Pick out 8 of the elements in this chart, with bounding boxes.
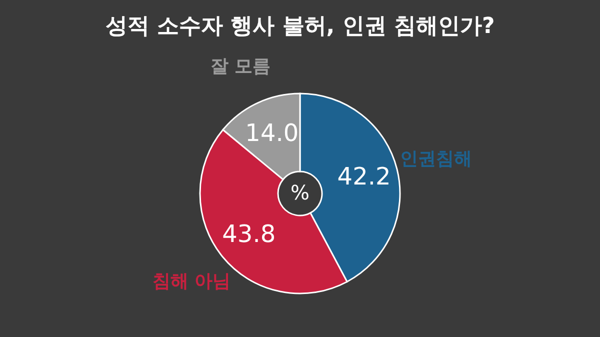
chart-title: 성적 소수자 행사 불허, 인권 침해인가? [105,14,495,39]
data-label: 43.8 [222,220,276,248]
slice-label: 잘 모름 [210,56,271,77]
text: % [290,180,310,204]
slice-label: 침해 아님 [152,271,231,292]
slice-label: 인권침해 [400,148,472,170]
data-label: 42.2 [337,162,391,190]
data-label: 14.0 [245,118,299,147]
